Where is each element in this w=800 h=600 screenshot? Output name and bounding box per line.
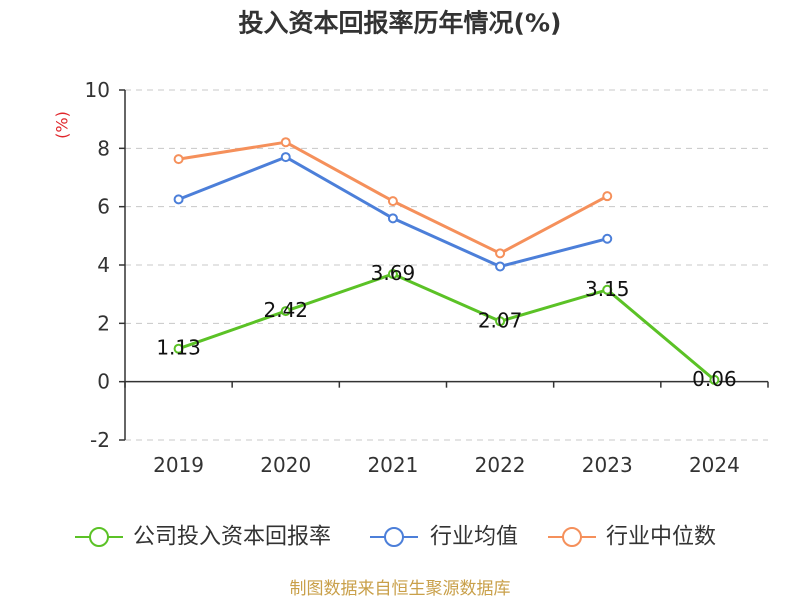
legend-item-company-roic[interactable]: 公司投入资本回报率 <box>75 525 331 550</box>
series-line <box>178 272 716 382</box>
series-line <box>178 155 608 268</box>
y-tick-label: 4 <box>97 253 110 277</box>
data-label: 3.69 <box>371 261 416 285</box>
legend-circle-marker <box>562 527 582 547</box>
data-point <box>173 343 184 354</box>
legend-circle-marker <box>89 527 109 547</box>
y-tick-label: 2 <box>97 311 110 335</box>
data-label: 1.13 <box>156 336 201 360</box>
series-industry-mean <box>173 152 613 272</box>
y-axis-label: (%) <box>53 111 72 139</box>
data-point <box>280 137 291 148</box>
x-tick-label: 2024 <box>689 453 740 477</box>
legend: 公司投入资本回报率 行业均值 行业中位数 <box>75 525 716 550</box>
data-label: 2.42 <box>263 298 308 322</box>
data-source-footer: 制图数据来自恒生聚源数据库 <box>290 579 511 599</box>
data-point <box>387 213 398 224</box>
y-tick-label: 0 <box>97 370 110 394</box>
x-tick-label: 2023 <box>582 453 633 477</box>
data-point <box>495 261 506 272</box>
data-point <box>280 152 291 163</box>
data-point <box>602 284 613 295</box>
chart-title: 投入资本回报率历年情况(%) <box>239 9 562 38</box>
grid-lines <box>125 89 768 441</box>
legend-label: 行业中位数 <box>606 525 716 550</box>
data-point <box>495 316 506 327</box>
y-tick-label: 10 <box>85 78 110 102</box>
data-label: 0.06 <box>692 367 737 391</box>
series-industry-median <box>173 137 613 259</box>
data-labels: 1.13 2.42 3.69 2.07 3.15 0.06 <box>156 261 736 391</box>
legend-label: 行业均值 <box>430 525 518 550</box>
y-tick-label: 6 <box>97 195 110 219</box>
x-tick-label: 2021 <box>367 453 418 477</box>
legend-item-industry-mean[interactable]: 行业均值 <box>370 525 518 550</box>
y-tick-label: -2 <box>90 428 110 452</box>
data-point <box>602 191 613 202</box>
data-point <box>602 233 613 244</box>
data-point <box>387 269 398 280</box>
x-tick-label: 2019 <box>153 453 204 477</box>
series-group <box>173 137 720 385</box>
legend-circle-marker <box>384 527 404 547</box>
data-label: 3.15 <box>585 277 630 301</box>
x-tick-label: 2022 <box>475 453 526 477</box>
data-point <box>173 154 184 165</box>
data-point <box>280 306 291 317</box>
legend-item-industry-median[interactable]: 行业中位数 <box>548 525 716 550</box>
data-point <box>709 374 720 385</box>
legend-label: 公司投入资本回报率 <box>133 525 331 550</box>
x-tick-label: 2020 <box>260 453 311 477</box>
data-point <box>173 194 184 205</box>
data-point <box>387 196 398 207</box>
y-tick-label: 8 <box>97 136 110 160</box>
data-label: 2.07 <box>478 308 523 332</box>
axes: 10 8 6 4 2 0 -2 2019 2020 2021 2022 2023 2024 <box>85 78 769 477</box>
series-company-roic <box>173 269 720 385</box>
data-point <box>495 248 506 259</box>
